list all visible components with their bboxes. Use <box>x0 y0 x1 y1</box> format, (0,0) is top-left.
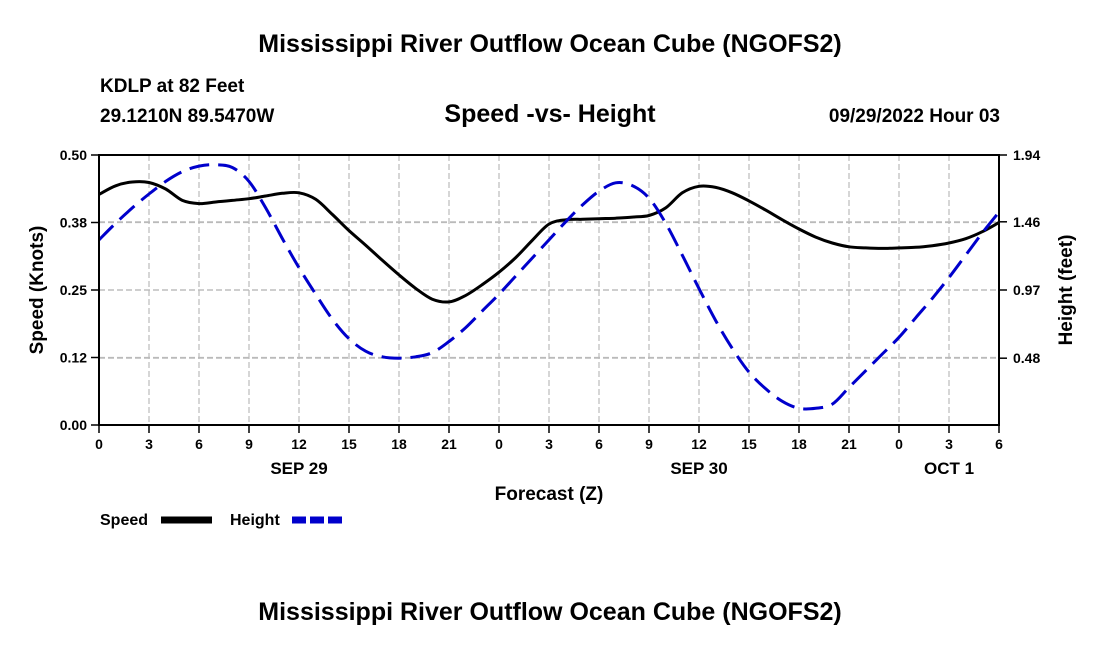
y-tick-label: 0.25 <box>60 282 87 298</box>
x-tick-label: 6 <box>595 436 603 452</box>
series-layer <box>97 163 1001 411</box>
x-tick-label: 18 <box>791 436 807 452</box>
y-tick-label: 0.00 <box>60 417 87 433</box>
speed-series-line <box>98 180 1000 304</box>
height-series-line <box>97 163 1001 411</box>
legend-height-label: Height <box>230 512 280 529</box>
x-tick-label: 3 <box>545 436 553 452</box>
x-tick-label: 0 <box>95 436 103 452</box>
legend-speed-label: Speed <box>100 512 148 529</box>
y-tick-label: 0.50 <box>60 147 87 163</box>
x-tick-label: 12 <box>291 436 307 452</box>
x-tick-label: 3 <box>945 436 953 452</box>
x-tick-label: 0 <box>895 436 903 452</box>
day-label: SEP 30 <box>670 459 727 478</box>
y2-axis-label: Height (feet) <box>1056 235 1077 346</box>
grid <box>99 154 999 426</box>
x-tick-label: 9 <box>245 436 253 452</box>
footer-title: Mississippi River Outflow Ocean Cube (NG… <box>258 598 842 626</box>
x-tick-label: 3 <box>145 436 153 452</box>
x-tick-label: 0 <box>495 436 503 452</box>
y-axis-label: Speed (Knots) <box>27 226 48 355</box>
x-axis-label: Forecast (Z) <box>495 484 604 505</box>
axes: 0 3 6 9 12 15 18 21 0 3 6 9 12 15 18 21 0 3 6 0.00 0.12 0.25 0… <box>60 147 1041 478</box>
y-tick-label: 0.38 <box>60 215 87 231</box>
x-tick-label: 6 <box>995 436 1003 452</box>
page-title: Mississippi River Outflow Ocean Cube (NG… <box>258 30 842 58</box>
station-name: KDLP at 82 Feet <box>100 76 245 97</box>
chart-title: Speed -vs- Height <box>444 100 656 128</box>
x-tick-label: 6 <box>195 436 203 452</box>
y2-tick-label: 0.48 <box>1013 350 1040 366</box>
x-tick-label: 21 <box>441 436 457 452</box>
y2-tick-label: 1.46 <box>1013 214 1040 230</box>
x-tick-label: 18 <box>391 436 407 452</box>
forecast-timestamp: 09/29/2022 Hour 03 <box>828 106 1000 127</box>
y-tick-label: 0.12 <box>60 350 87 366</box>
station-coordinates: 29.1210N 89.5470W <box>100 106 275 127</box>
legend: Speed Height <box>100 512 342 529</box>
day-label: SEP 29 <box>270 459 327 478</box>
x-tick-label: 21 <box>841 436 857 452</box>
x-tick-label: 15 <box>741 436 757 452</box>
y2-tick-label: 0.97 <box>1013 282 1040 298</box>
x-tick-label: 15 <box>341 436 357 452</box>
day-label: OCT 1 <box>924 459 974 478</box>
x-tick-label: 9 <box>645 436 653 452</box>
x-tick-label: 12 <box>691 436 707 452</box>
y2-tick-label: 1.94 <box>1013 147 1040 163</box>
